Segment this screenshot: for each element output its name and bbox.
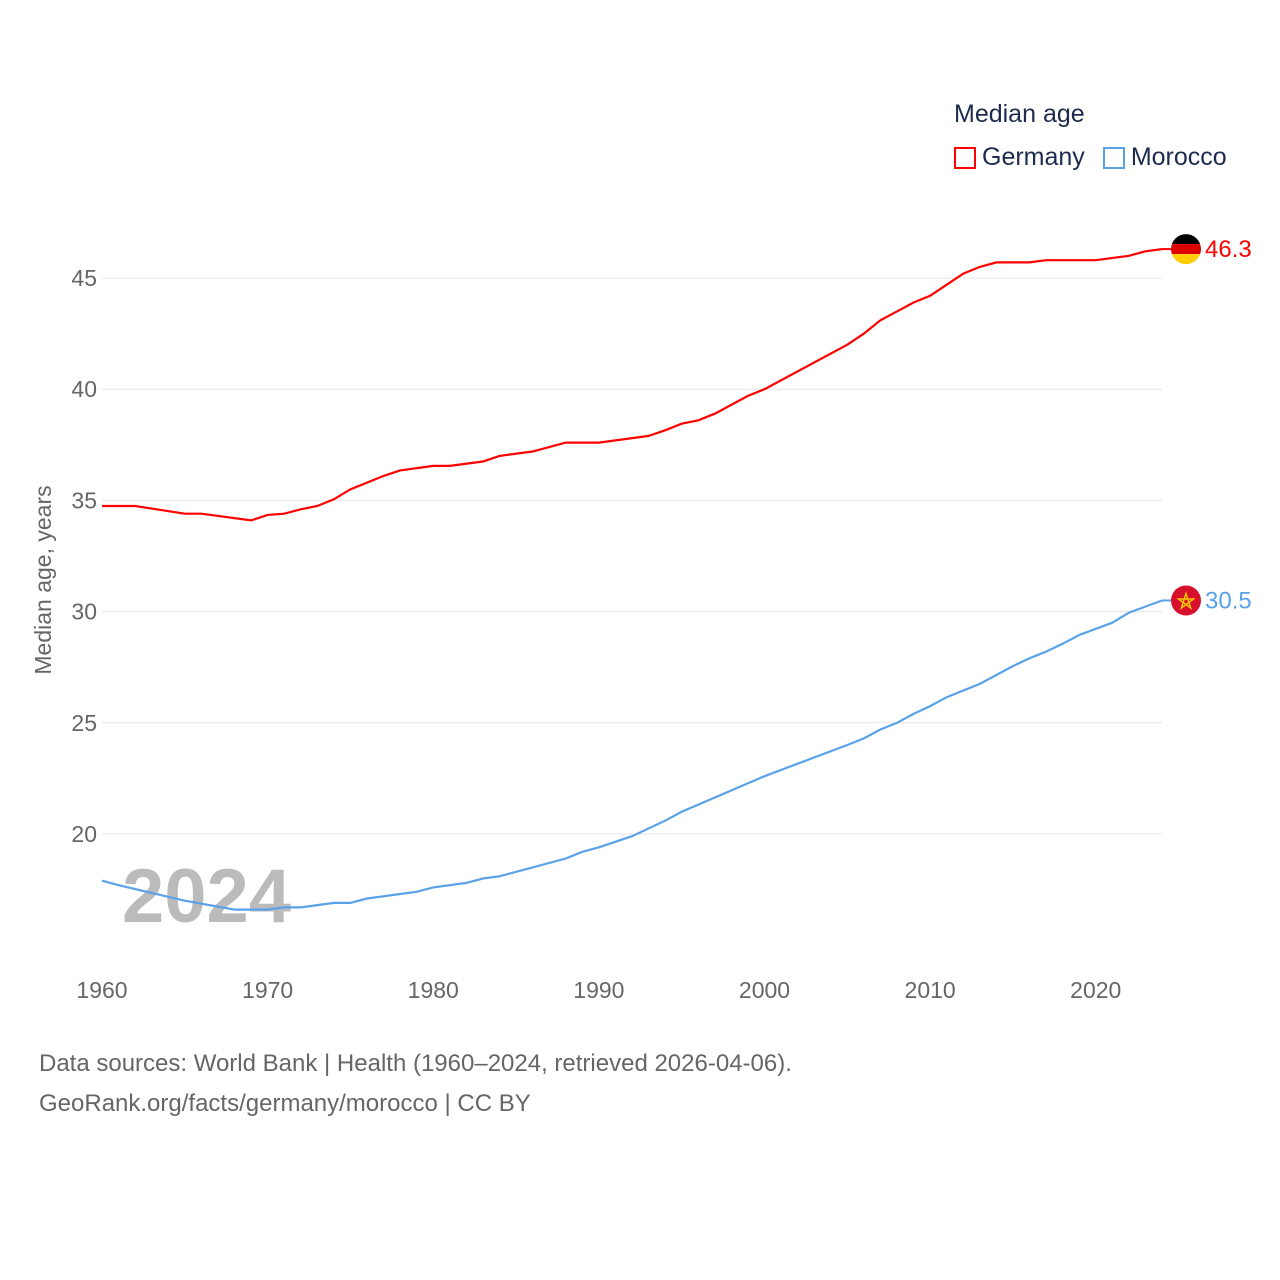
germany-flag-icon: [1171, 234, 1201, 245]
year-watermark: 2024: [122, 854, 291, 939]
legend-label: Morocco: [1130, 143, 1227, 171]
footer: Data sources: World Bank | Health (1960–…: [39, 1044, 792, 1124]
legend-item-morocco[interactable]: Morocco: [1102, 143, 1227, 172]
y-tick-label: 20: [71, 821, 97, 847]
source-link[interactable]: GeoRank.org/facts/germany/morocco | CC B…: [39, 1090, 531, 1117]
y-tick-label: 30: [71, 599, 97, 625]
series-line-morocco: [101, 599, 1163, 911]
y-tick-label: 25: [71, 710, 97, 736]
legend: Germany Morocco: [954, 143, 1227, 172]
end-value-label: 30.5: [1205, 587, 1252, 614]
germany-flag-icon: [1171, 244, 1201, 255]
data-sources: Data sources: World Bank | Health (1960–…: [39, 1050, 792, 1077]
germany-swatch: [954, 146, 976, 169]
y-tick-label: 40: [71, 376, 97, 402]
y-tick-label: 45: [71, 265, 97, 291]
y-axis-label: Median age, years: [30, 485, 56, 674]
x-tick-label: 1970: [242, 977, 293, 1003]
x-tick-label: 1960: [76, 977, 127, 1003]
legend-label: Germany: [982, 143, 1085, 171]
x-tick-label: 1990: [573, 977, 624, 1003]
morocco-flag-icon: [1171, 585, 1201, 616]
legend-title: Median age: [954, 100, 1085, 128]
x-tick-label: 2000: [739, 977, 790, 1003]
germany-flag-icon: [1171, 254, 1201, 265]
morocco-swatch: [1102, 146, 1125, 169]
legend-item-germany[interactable]: Germany: [954, 143, 1085, 172]
end-value-label: 46.3: [1205, 236, 1252, 263]
series-line-germany: [102, 248, 1163, 522]
x-tick-label: 2020: [1070, 977, 1121, 1003]
morocco-star-icon: [1176, 591, 1196, 610]
x-tick-label: 2010: [905, 977, 956, 1003]
y-tick-label: 35: [71, 487, 97, 513]
x-tick-label: 1980: [408, 977, 459, 1003]
